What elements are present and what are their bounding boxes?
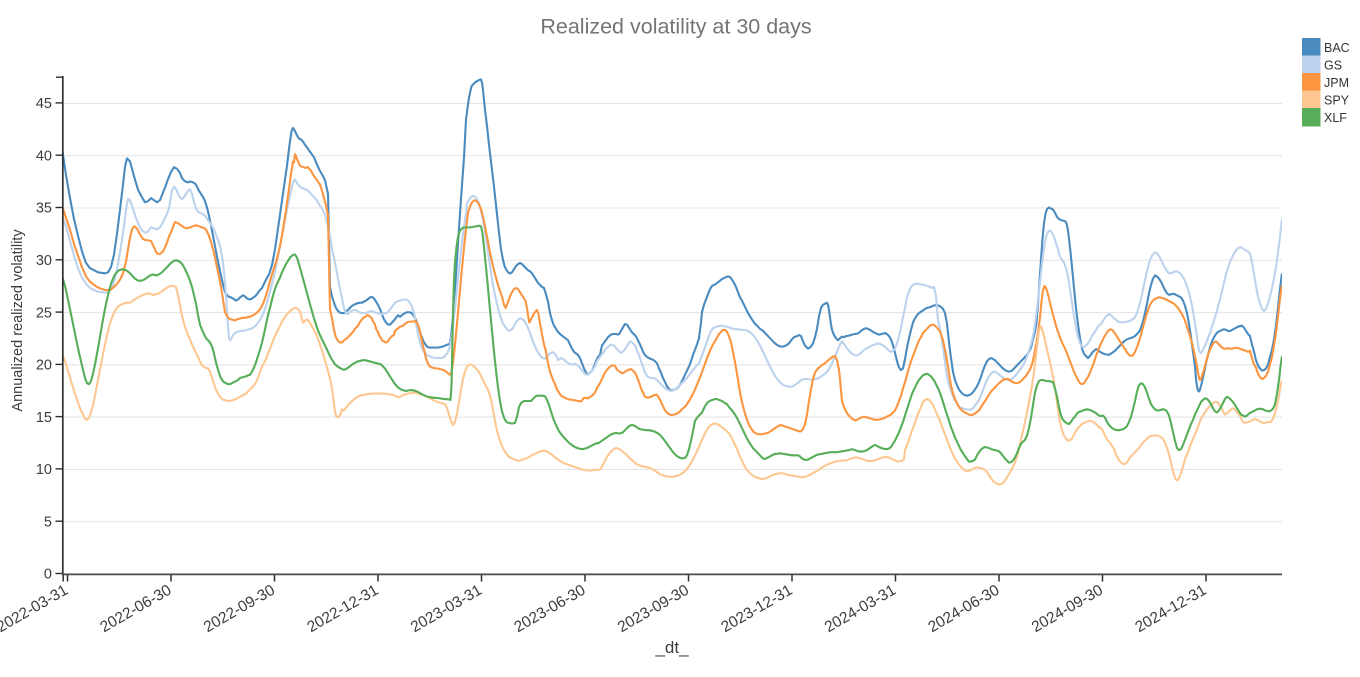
svg-text:0: 0 [44,567,52,583]
svg-text:Annualized realized volatility: Annualized realized volatility [10,229,26,412]
svg-text:45: 45 [36,96,52,112]
svg-text:10: 10 [36,462,52,478]
svg-text:30: 30 [36,253,52,269]
svg-text:20: 20 [36,358,52,374]
svg-text:XLF: XLF [1324,111,1347,125]
svg-text:BAC: BAC [1324,41,1350,55]
svg-text:JPM: JPM [1324,76,1349,90]
svg-text:_dt_: _dt_ [654,638,689,657]
svg-text:35: 35 [36,201,52,217]
svg-text:15: 15 [36,410,52,426]
svg-text:5: 5 [44,514,52,530]
svg-text:40: 40 [36,148,52,164]
svg-text:25: 25 [36,305,52,321]
svg-text:Realized volatility at 30 days: Realized volatility at 30 days [540,15,811,39]
svg-text:SPY: SPY [1324,93,1350,107]
svg-text:GS: GS [1324,58,1342,72]
